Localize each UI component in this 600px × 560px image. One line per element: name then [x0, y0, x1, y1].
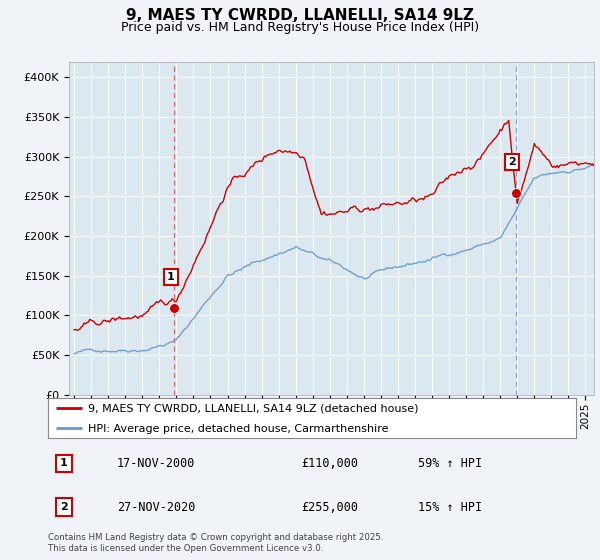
Text: Price paid vs. HM Land Registry's House Price Index (HPI): Price paid vs. HM Land Registry's House …	[121, 21, 479, 34]
Text: £255,000: £255,000	[301, 501, 358, 514]
Text: Contains HM Land Registry data © Crown copyright and database right 2025.
This d: Contains HM Land Registry data © Crown c…	[48, 533, 383, 553]
Text: 9, MAES TY CWRDD, LLANELLI, SA14 9LZ: 9, MAES TY CWRDD, LLANELLI, SA14 9LZ	[126, 8, 474, 24]
Text: 17-NOV-2000: 17-NOV-2000	[116, 457, 195, 470]
Text: 2: 2	[60, 502, 68, 512]
Text: HPI: Average price, detached house, Carmarthenshire: HPI: Average price, detached house, Carm…	[88, 424, 388, 433]
Text: 27-NOV-2020: 27-NOV-2020	[116, 501, 195, 514]
Text: 1: 1	[167, 272, 175, 282]
Text: 59% ↑ HPI: 59% ↑ HPI	[418, 457, 482, 470]
Text: 15% ↑ HPI: 15% ↑ HPI	[418, 501, 482, 514]
Text: 1: 1	[60, 459, 68, 468]
Text: £110,000: £110,000	[301, 457, 358, 470]
Text: 2: 2	[508, 157, 516, 167]
Text: 9, MAES TY CWRDD, LLANELLI, SA14 9LZ (detached house): 9, MAES TY CWRDD, LLANELLI, SA14 9LZ (de…	[88, 404, 418, 413]
